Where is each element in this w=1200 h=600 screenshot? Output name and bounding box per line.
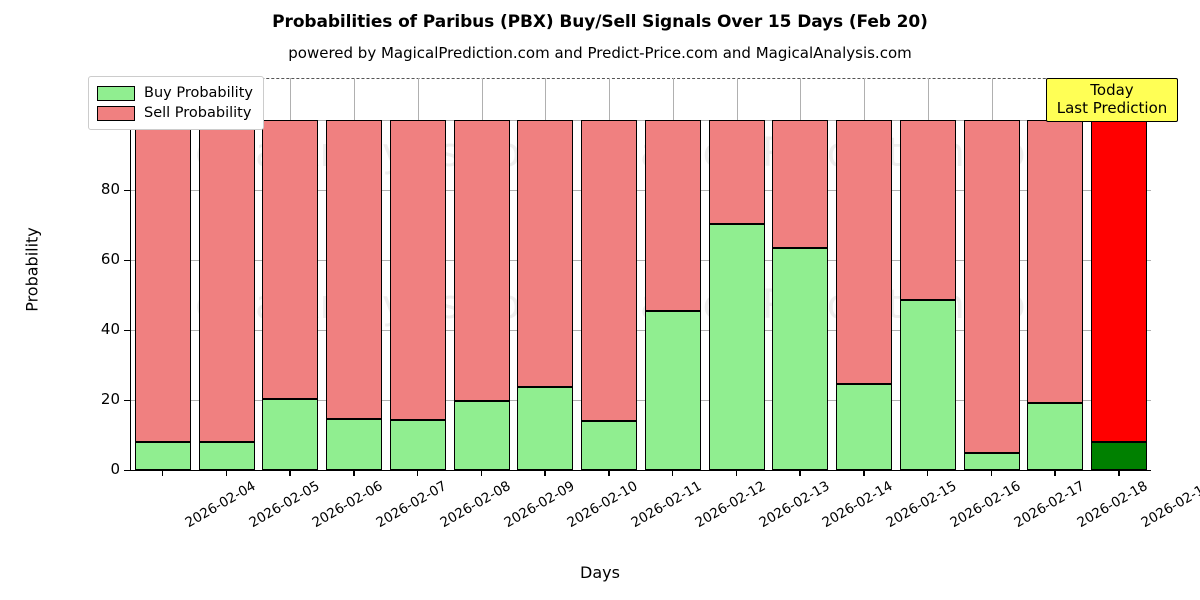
bar-buy-segment [262,398,319,470]
bar-sell-segment [1091,120,1148,442]
bar-sell-segment [517,120,574,388]
x-axis-tick-mark [161,470,164,476]
x-axis-tick-mark [735,470,738,476]
x-axis-tick-label: 2026-02-18 [1074,478,1151,532]
x-axis-tick-mark [416,470,419,476]
x-axis-tick-label: 2026-02-10 [564,478,641,532]
x-axis-tick-mark [480,470,483,476]
bar-sell-segment [262,120,319,399]
bar-sell-segment [1027,120,1084,403]
x-axis-tick-mark [1118,470,1120,476]
x-axis-tick-mark [990,470,993,476]
y-axis-tick-mark [124,330,130,332]
bar-buy-segment [963,452,1020,470]
y-axis-tick-label: 40 [100,320,120,338]
bar-buy-segment [644,311,701,470]
gridline-horizontal [131,400,1151,401]
x-axis-tick-label: 2026-02-06 [309,478,386,532]
today-annotation-line1: Today [1090,81,1134,99]
bar-buy-segment [389,420,446,470]
today-annotation-line2: Last Prediction [1056,98,1168,117]
x-axis-tick-label: 2026-02-12 [692,478,769,532]
x-axis-tick-label: 2026-02-04 [182,478,259,532]
plot-area: MagicalAnalysis.comMagicalPrediction.com… [130,78,1151,471]
plot-inner: MagicalAnalysis.comMagicalPrediction.com… [131,78,1151,470]
y-axis-tick-label: 0 [110,460,120,478]
y-axis-tick-label: 60 [100,250,120,268]
x-axis-tick-mark [1054,470,1056,476]
x-axis-tick-mark [671,470,674,476]
bar-sell-segment [899,120,956,300]
x-axis-tick-label: 2026-02-11 [628,478,705,532]
gridline-horizontal [131,190,1151,191]
bar-buy-segment [326,418,383,470]
reference-line-dashed [131,78,1151,79]
x-axis-tick-label: 2026-02-05 [246,478,323,532]
bar-sell-segment [134,120,191,442]
y-axis-tick-mark [124,400,130,402]
bar-sell-segment [326,120,383,419]
y-axis-tick-mark [124,190,130,192]
x-axis-tick-mark [926,470,929,476]
y-axis-tick-label: 20 [100,390,120,408]
bar-sell-segment [836,120,893,384]
gridline-horizontal [131,260,1151,261]
bar-sell-segment [581,120,638,422]
legend-item-sell: Sell Probability [97,103,253,123]
x-axis-tick-mark [225,470,228,476]
legend-item-buy: Buy Probability [97,83,253,103]
chart-legend: Buy Probability Sell Probability [88,76,264,130]
x-axis-label: Days [580,563,620,582]
bar-buy-segment [836,383,893,470]
x-axis-tick-label: 2026-02-07 [373,478,450,532]
bar-buy-segment [198,441,255,470]
x-axis-tick-label: 2026-02-09 [501,478,578,532]
bar-buy-segment [708,223,765,470]
x-axis-tick-label: 2026-02-15 [883,478,960,532]
bar-buy-segment [1027,402,1084,470]
today-annotation: Today Last Prediction [1046,78,1178,123]
legend-swatch-sell-icon [97,105,135,121]
x-axis-tick-label: 2026-02-19 [1138,478,1200,532]
bar-buy-segment [1091,441,1148,470]
bar-buy-segment [772,247,829,470]
bar-buy-segment [899,299,956,470]
x-axis-tick-label: 2026-02-08 [437,478,514,532]
legend-swatch-buy-icon [97,85,135,101]
bar-sell-segment [963,120,1020,453]
legend-label-sell: Sell Probability [144,105,252,121]
bar-sell-segment [389,120,446,421]
chart-subtitle: powered by MagicalPrediction.com and Pre… [288,44,912,62]
y-axis-label: Probability [22,227,42,312]
x-axis-tick-label: 2026-02-16 [947,478,1024,532]
x-axis-tick-label: 2026-02-17 [1011,478,1088,532]
x-axis-tick-label: 2026-02-13 [756,478,833,532]
y-axis-tick-label: 80 [100,180,120,198]
bar-sell-segment [453,120,510,402]
x-axis-tick-label: 2026-02-14 [819,478,896,532]
legend-label-buy: Buy Probability [144,85,253,101]
bar-buy-segment [581,421,638,470]
y-axis-tick-mark [124,260,130,262]
y-axis-tick-mark [124,470,130,472]
page-title: Probabilities of Paribus (PBX) Buy/Sell … [272,12,928,32]
gridline-horizontal [131,330,1151,331]
bar-sell-segment [772,120,829,248]
bar-buy-segment [134,441,191,470]
gridline-horizontal [131,120,1151,121]
x-axis-tick-mark [353,470,355,476]
bar-sell-segment [644,120,701,312]
x-axis-tick-mark [289,470,291,476]
bar-buy-segment [453,401,510,470]
bar-sell-segment [198,120,255,442]
x-axis-tick-mark [863,470,865,476]
x-axis-tick-mark [608,470,610,476]
bar-buy-segment [517,387,574,470]
x-axis-tick-mark [544,470,546,476]
x-axis-tick-mark [799,470,801,476]
bar-sell-segment [708,120,765,224]
